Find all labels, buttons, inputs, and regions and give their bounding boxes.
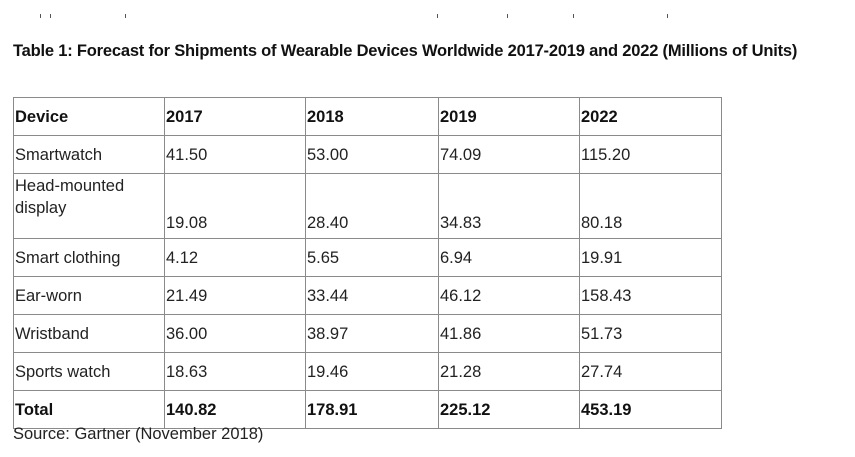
value-cell: 41.50 xyxy=(164,135,306,174)
value-cell: 74.09 xyxy=(438,135,580,174)
value-cell: 27.74 xyxy=(579,352,722,391)
value-cell: 19.91 xyxy=(579,238,722,277)
value-cell: 19.46 xyxy=(305,352,439,391)
header-2022: 2022 xyxy=(579,97,722,136)
value-cell: 80.18 xyxy=(579,173,722,239)
device-cell: Head-mounted display xyxy=(13,173,165,239)
table-title: Table 1: Forecast for Shipments of Weara… xyxy=(13,42,798,60)
value-cell: 28.40 xyxy=(305,173,439,239)
total-value: 453.19 xyxy=(579,390,722,429)
value-cell: 115.20 xyxy=(579,135,722,174)
value-cell: 51.73 xyxy=(579,314,722,353)
header-device: Device xyxy=(13,97,165,136)
table-row: Ear-worn 21.49 33.44 46.12 158.43 xyxy=(13,276,722,315)
value-cell: 4.12 xyxy=(164,238,306,277)
table-row: Smartwatch 41.50 53.00 74.09 115.20 xyxy=(13,135,722,174)
value-cell: 158.43 xyxy=(579,276,722,315)
table-row: Head-mounted display 19.08 28.40 34.83 8… xyxy=(13,173,722,239)
cropped-text-remnants xyxy=(0,14,855,20)
device-cell: Smart clothing xyxy=(13,238,165,277)
value-cell: 53.00 xyxy=(305,135,439,174)
total-value: 140.82 xyxy=(164,390,306,429)
total-value: 178.91 xyxy=(305,390,439,429)
total-value: 225.12 xyxy=(438,390,580,429)
value-cell: 46.12 xyxy=(438,276,580,315)
value-cell: 5.65 xyxy=(305,238,439,277)
value-cell: 34.83 xyxy=(438,173,580,239)
source-note: Source: Gartner (November 2018) xyxy=(13,425,264,443)
table-row: Sports watch 18.63 19.46 21.28 27.74 xyxy=(13,352,722,391)
table-row: Smart clothing 4.12 5.65 6.94 19.91 xyxy=(13,238,722,277)
device-cell: Wristband xyxy=(13,314,165,353)
value-cell: 21.28 xyxy=(438,352,580,391)
header-2018: 2018 xyxy=(305,97,439,136)
total-label: Total xyxy=(13,390,165,429)
total-row: Total 140.82 178.91 225.12 453.19 xyxy=(13,390,722,429)
value-cell: 36.00 xyxy=(164,314,306,353)
value-cell: 6.94 xyxy=(438,238,580,277)
header-row: Device 2017 2018 2019 2022 xyxy=(13,97,722,136)
header-2017: 2017 xyxy=(164,97,306,136)
value-cell: 21.49 xyxy=(164,276,306,315)
device-cell: Sports watch xyxy=(13,352,165,391)
table-row: Wristband 36.00 38.97 41.86 51.73 xyxy=(13,314,722,353)
device-cell: Smartwatch xyxy=(13,135,165,174)
value-cell: 38.97 xyxy=(305,314,439,353)
header-2019: 2019 xyxy=(438,97,580,136)
value-cell: 33.44 xyxy=(305,276,439,315)
value-cell: 41.86 xyxy=(438,314,580,353)
device-cell: Ear-worn xyxy=(13,276,165,315)
value-cell: 19.08 xyxy=(164,173,306,239)
wearables-forecast-table: Device 2017 2018 2019 2022 Smartwatch 41… xyxy=(13,97,722,429)
value-cell: 18.63 xyxy=(164,352,306,391)
